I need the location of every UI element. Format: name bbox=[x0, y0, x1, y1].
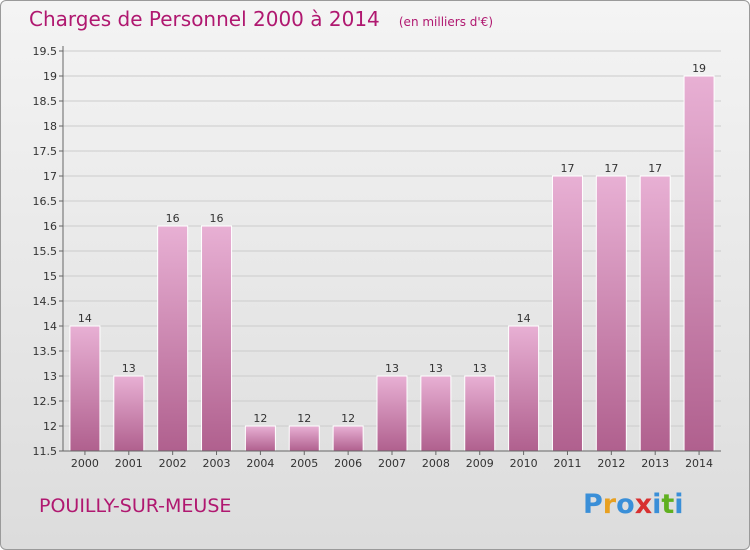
y-tick-label: 16 bbox=[43, 220, 57, 233]
logo-letter: t bbox=[661, 489, 675, 520]
x-tick-label: 2006 bbox=[334, 457, 362, 470]
logo-letter: r bbox=[602, 489, 617, 520]
logo-letter: x bbox=[634, 489, 653, 520]
bar-value-label: 14 bbox=[517, 312, 531, 325]
x-tick-label: 2002 bbox=[159, 457, 187, 470]
x-tick-label: 2008 bbox=[422, 457, 450, 470]
y-tick-label: 13.5 bbox=[33, 345, 58, 358]
x-tick-label: 2004 bbox=[246, 457, 274, 470]
bar bbox=[201, 225, 233, 452]
y-tick-label: 19.5 bbox=[33, 45, 58, 58]
x-tick-label: 2014 bbox=[685, 457, 713, 470]
bar bbox=[420, 375, 452, 452]
bar-value-label: 12 bbox=[297, 412, 311, 425]
logo-letter: i bbox=[674, 489, 684, 520]
bar-value-label: 16 bbox=[210, 212, 224, 225]
bar bbox=[595, 175, 627, 452]
bar bbox=[683, 75, 715, 452]
y-tick-label: 18 bbox=[43, 120, 57, 133]
y-tick-label: 15.5 bbox=[33, 245, 58, 258]
proxiti-logo[interactable]: Proxiti bbox=[583, 489, 684, 520]
bar-value-label: 19 bbox=[692, 62, 706, 75]
bar-value-label: 13 bbox=[473, 362, 487, 375]
bar bbox=[376, 375, 408, 452]
y-tick-label: 17.5 bbox=[33, 145, 58, 158]
x-tick-label: 2001 bbox=[115, 457, 143, 470]
bar-value-label: 12 bbox=[341, 412, 355, 425]
y-tick-label: 12.5 bbox=[33, 395, 58, 408]
bar-value-label: 17 bbox=[604, 162, 618, 175]
bar bbox=[332, 425, 364, 452]
bar-value-label: 17 bbox=[648, 162, 662, 175]
bar-value-label: 13 bbox=[122, 362, 136, 375]
bar-value-label: 13 bbox=[429, 362, 443, 375]
x-tick-label: 2003 bbox=[203, 457, 231, 470]
y-tick-label: 11.5 bbox=[33, 445, 58, 458]
bar-value-label: 12 bbox=[253, 412, 267, 425]
bar bbox=[69, 325, 101, 452]
chart-unit: (en milliers d'€) bbox=[398, 15, 493, 29]
x-tick-label: 2009 bbox=[466, 457, 494, 470]
bar bbox=[551, 175, 583, 452]
logo-letter: i bbox=[652, 489, 662, 520]
bar bbox=[244, 425, 276, 452]
bar-value-label: 16 bbox=[166, 212, 180, 225]
bar-value-label: 14 bbox=[78, 312, 92, 325]
y-tick-label: 19 bbox=[43, 70, 57, 83]
bar bbox=[113, 375, 145, 452]
x-tick-label: 2005 bbox=[290, 457, 318, 470]
y-tick-label: 12 bbox=[43, 420, 57, 433]
x-tick-label: 2013 bbox=[641, 457, 669, 470]
bar bbox=[157, 225, 189, 452]
bars: 14 13 16 16 12 12 12 13 13 13 14 17 17 17 19 bbox=[69, 62, 715, 452]
bar-value-label: 13 bbox=[385, 362, 399, 375]
x-tick-label: 2000 bbox=[71, 457, 99, 470]
bar-value-label: 17 bbox=[560, 162, 574, 175]
x-tick-label: 2011 bbox=[553, 457, 581, 470]
y-tick-label: 17 bbox=[43, 170, 57, 183]
commune-name: POUILLY-SUR-MEUSE bbox=[39, 495, 232, 517]
y-tick-label: 16.5 bbox=[33, 195, 58, 208]
chart-title-block: Charges de Personnel 2000 à 2014 (en mil… bbox=[29, 7, 493, 31]
y-tick-label: 15 bbox=[43, 270, 57, 283]
y-tick-label: 14.5 bbox=[33, 295, 58, 308]
y-tick-label: 13 bbox=[43, 370, 57, 383]
chart-title: Charges de Personnel 2000 à 2014 bbox=[29, 7, 380, 31]
y-tick-label: 18.5 bbox=[33, 95, 58, 108]
x-tick-label: 2012 bbox=[597, 457, 625, 470]
logo-letter: o bbox=[616, 489, 635, 520]
bar bbox=[508, 325, 540, 452]
bar bbox=[464, 375, 496, 452]
axes: 11.5 12 12.5 13 13.5 14 14.5 15 15.5 16 16.5 17 17.5… bbox=[33, 45, 721, 470]
bar bbox=[639, 175, 671, 452]
x-tick-label: 2010 bbox=[510, 457, 538, 470]
bar bbox=[288, 425, 320, 452]
x-tick-label: 2007 bbox=[378, 457, 406, 470]
y-tick-label: 14 bbox=[43, 320, 57, 333]
logo-letter: P bbox=[583, 489, 603, 520]
